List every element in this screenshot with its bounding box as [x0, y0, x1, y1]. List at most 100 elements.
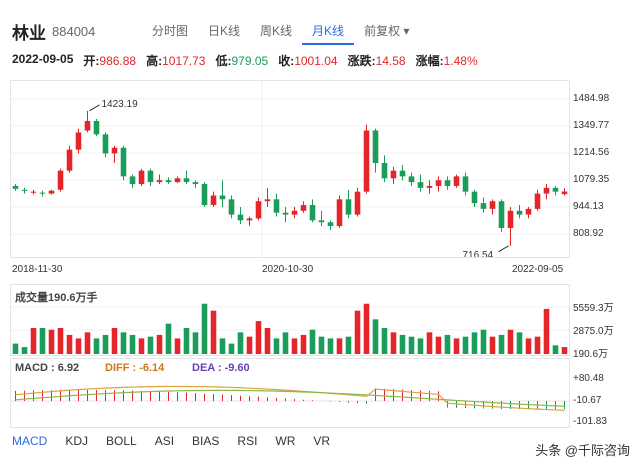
- diff-value: DIFF : -6.14: [105, 362, 165, 374]
- tab-kdj[interactable]: KDJ: [65, 434, 89, 448]
- quote-low: 低:979.05: [215, 54, 269, 68]
- volume-bar: [210, 310, 217, 354]
- volume-bar: [147, 336, 154, 354]
- tab-monthly[interactable]: 月K线: [302, 18, 355, 45]
- volume-bar: [336, 338, 343, 354]
- price-tick: 944.13: [573, 201, 604, 212]
- candle-body: [471, 191, 478, 204]
- candle-body: [120, 147, 127, 177]
- volume-bar: [453, 338, 460, 354]
- volume-bar: [489, 336, 496, 354]
- price-tick: 1214.56: [573, 147, 610, 158]
- volume-tick: 5559.3万: [573, 303, 614, 314]
- macd-chart: [11, 385, 569, 411]
- watermark: 头条 @千际咨询: [535, 440, 630, 459]
- volume-bar: [21, 347, 28, 354]
- volume-bar: [255, 321, 262, 354]
- tab-macd[interactable]: MACD: [12, 434, 48, 448]
- candle-body: [264, 199, 271, 202]
- candle-body: [345, 199, 352, 215]
- volume-bar: [354, 310, 361, 354]
- tab-timeshare[interactable]: 分时图: [152, 24, 189, 38]
- volume-bar: [462, 336, 469, 354]
- volume-tick: 190.6万: [573, 349, 609, 360]
- candle-body: [318, 220, 325, 223]
- volume-bar: [381, 328, 388, 354]
- candle-body: [444, 180, 451, 186]
- volume-bar: [399, 334, 406, 354]
- candle-body: [498, 201, 505, 228]
- volume-bar: [309, 329, 316, 354]
- volume-bar: [372, 319, 379, 354]
- candle-body: [12, 185, 19, 189]
- candlestick-chart: 1423.19 716.54: [11, 81, 569, 257]
- price-panel[interactable]: 1423.19 716.54: [10, 80, 570, 258]
- candle-body: [426, 185, 433, 188]
- macd-panel[interactable]: [10, 358, 570, 428]
- candle-body: [525, 208, 532, 215]
- tab-vr[interactable]: VR: [313, 434, 331, 448]
- volume-bar: [291, 338, 298, 354]
- date-tick: 2022-09-05: [512, 264, 564, 275]
- volume-label: 成交量190.6万手: [15, 292, 98, 304]
- candle-body: [102, 134, 109, 154]
- date-tick: 2020-10-30: [262, 264, 314, 275]
- volume-bar: [48, 329, 55, 354]
- price-tick: 1079.35: [573, 174, 610, 185]
- tab-bias[interactable]: BIAS: [192, 434, 220, 448]
- tab-weekly[interactable]: 周K线: [260, 24, 293, 38]
- candle-body: [417, 182, 424, 188]
- stock-name: 林业: [12, 23, 46, 43]
- volume-bar: [471, 332, 478, 354]
- candle-body: [93, 120, 100, 135]
- volume-bar: [120, 332, 127, 354]
- volume-bar: [327, 338, 334, 354]
- candle-body: [228, 199, 235, 215]
- volume-bar: [201, 303, 208, 354]
- tab-daily[interactable]: 日K线: [208, 24, 241, 38]
- volume-bar: [237, 332, 244, 354]
- volume-bar: [552, 345, 559, 354]
- volume-bar: [282, 332, 289, 354]
- dea-value: DEA : -9.60: [192, 362, 250, 374]
- volume-bar: [480, 329, 487, 354]
- volume-chart: [11, 303, 569, 354]
- volume-bar: [507, 329, 514, 354]
- candle-body: [174, 178, 181, 183]
- candle-body: [480, 203, 487, 209]
- volume-bar: [129, 334, 136, 354]
- candle-body: [156, 180, 163, 183]
- candle-body: [237, 214, 244, 221]
- volume-bar: [408, 336, 415, 354]
- volume-bar: [444, 334, 451, 354]
- macd-tick: +80.48: [573, 373, 604, 384]
- quote-open: 开:986.88: [83, 54, 137, 68]
- candle-body: [192, 182, 199, 185]
- volume-bar: [363, 303, 370, 354]
- volume-bar: [111, 328, 118, 354]
- volume-panel[interactable]: [10, 284, 570, 356]
- volume-bar: [30, 328, 37, 354]
- period-tabs: 分时图 日K线 周K线 月K线 前复权 ▾: [142, 18, 419, 45]
- volume-bar: [345, 336, 352, 354]
- volume-bar: [84, 332, 91, 354]
- volume-bar: [228, 343, 235, 354]
- quote-date: 2022-09-05: [12, 52, 74, 66]
- candle-body: [462, 176, 469, 192]
- candle-body: [138, 170, 145, 185]
- volume-bar: [264, 328, 271, 354]
- tab-wr[interactable]: WR: [275, 434, 296, 448]
- low-pointer: [498, 245, 509, 253]
- candle-body: [300, 205, 307, 211]
- candle-body: [84, 120, 91, 131]
- volume-bar: [318, 336, 325, 354]
- tab-adjust[interactable]: 前复权 ▾: [354, 18, 419, 45]
- tab-rsi[interactable]: RSI: [237, 434, 258, 448]
- quote-high: 高:1017.73: [146, 54, 206, 68]
- tab-boll[interactable]: BOLL: [106, 434, 137, 448]
- indicator-tabs: MACD KDJ BOLL ASI BIAS RSI WR VR: [12, 434, 330, 448]
- candle-body: [255, 201, 262, 219]
- tab-asi[interactable]: ASI: [154, 434, 175, 448]
- macd-value: MACD : 6.92: [15, 362, 80, 374]
- stock-header: 林业 884004 分时图 日K线 周K线 月K线 前复权 ▾: [12, 18, 632, 45]
